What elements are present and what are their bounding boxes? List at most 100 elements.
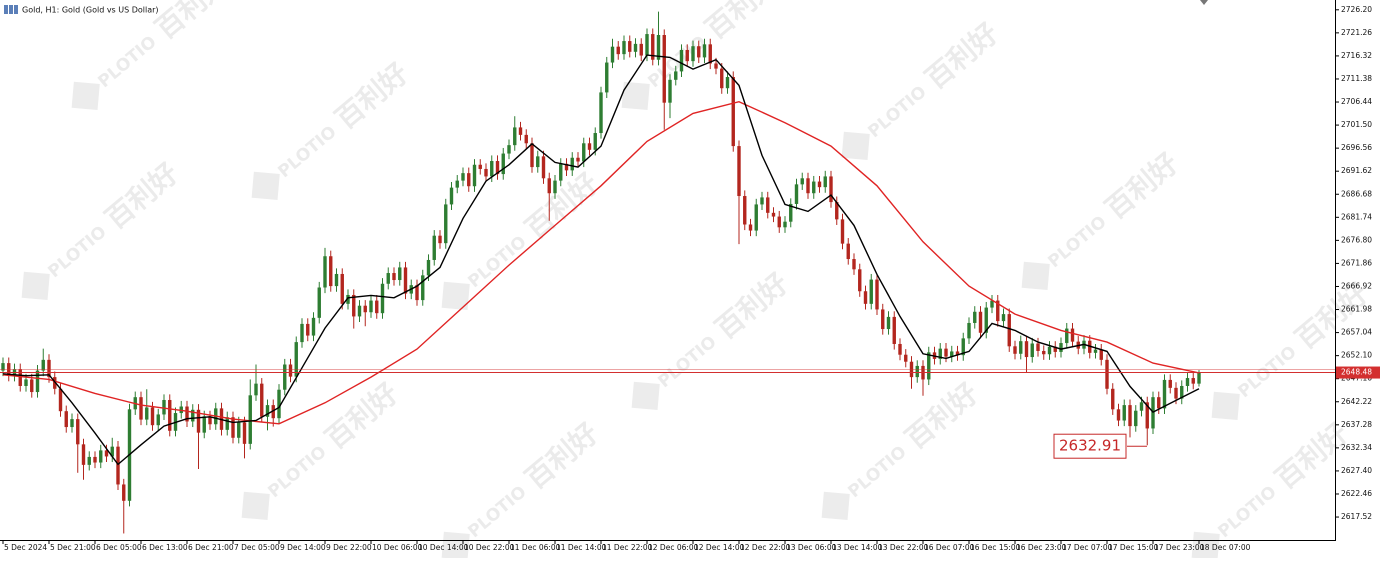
candle-body [720, 68, 724, 89]
candle-body [472, 164, 477, 187]
watermark-logo [1191, 531, 1220, 560]
y-tick-label: 2622.46 [1341, 489, 1372, 498]
candle-body [697, 46, 701, 58]
moving-average-line [2, 54, 1200, 466]
candle-body [1134, 410, 1138, 427]
candle-body [892, 316, 896, 344]
candle-body [1139, 402, 1144, 411]
candle-body [1105, 359, 1109, 389]
candle-body [76, 419, 80, 445]
candle-body [202, 416, 206, 433]
y-tick-label: 2686.68 [1341, 189, 1372, 198]
candle-body [426, 259, 431, 276]
candle-body [714, 63, 718, 69]
candle-body [1162, 379, 1167, 409]
candle-body [674, 71, 678, 80]
candle-body [869, 279, 873, 304]
x-tick-label: 6 Dec 21:00 [188, 543, 234, 552]
candle-body [81, 444, 86, 465]
candle-body [967, 322, 971, 339]
candle-body [564, 163, 569, 171]
y-tick-label: 2726.20 [1341, 5, 1372, 14]
candle-body [47, 359, 51, 378]
candle-body [294, 342, 298, 377]
candle-body [369, 300, 373, 313]
candle-body [789, 203, 793, 222]
candle-body [955, 351, 960, 356]
candle-body [610, 46, 615, 63]
candle-body [392, 273, 396, 281]
candle-body [461, 173, 465, 181]
candle-body [633, 43, 638, 52]
x-tick-label: 13 Dec 22:00 [878, 543, 929, 552]
x-tick-label: 10 Dec 06:00 [372, 543, 423, 552]
candle-body [990, 300, 994, 308]
x-tick-label: 12 Dec 22:00 [740, 543, 791, 552]
candle-body [93, 456, 97, 463]
candle-body [375, 300, 379, 314]
x-tick-label: 5 Dec 2024 [4, 543, 47, 552]
low-label-box [1053, 433, 1127, 459]
candle-body [904, 354, 908, 362]
y-tick-label: 2637.28 [1341, 420, 1372, 429]
candle-body [1116, 409, 1121, 421]
candle-body [1185, 378, 1190, 386]
x-tick-label: 11 Dec 22:00 [602, 543, 653, 552]
y-tick-label: 2691.62 [1341, 166, 1372, 175]
candle-body [1019, 341, 1023, 354]
candle-body [495, 161, 500, 175]
candle-body [702, 44, 707, 58]
candle-body [1059, 343, 1063, 352]
candle-body [978, 311, 983, 333]
candle-body [156, 414, 160, 426]
candle-body [1, 363, 5, 371]
candle-body [110, 446, 114, 457]
candle-body [484, 168, 488, 177]
candle-body [1013, 346, 1017, 354]
candle-body [271, 405, 275, 419]
candle-body [432, 235, 436, 260]
y-tick-label: 2627.40 [1341, 466, 1372, 475]
candle-body [875, 279, 879, 310]
candle-body [541, 156, 546, 179]
y-tick-label: 2666.92 [1341, 281, 1372, 290]
candle-body [398, 267, 402, 281]
candle-body [162, 399, 166, 415]
candle-body [582, 143, 586, 162]
candle-body [559, 163, 563, 181]
candle-body [265, 405, 270, 417]
candle-body [599, 92, 603, 134]
candle-body [1047, 346, 1052, 355]
candle-body [593, 133, 597, 150]
candle-body [455, 180, 459, 188]
candle-body [386, 273, 390, 284]
candle-body [104, 450, 109, 457]
candle-body [334, 273, 339, 287]
price-label: 2648.48 [1341, 368, 1372, 377]
candle-body [812, 181, 816, 194]
candle-body [421, 275, 425, 301]
candle-body [70, 419, 74, 428]
candle-body [829, 176, 833, 203]
candle-body [196, 409, 201, 433]
candle-body [58, 388, 63, 412]
candle-body [587, 143, 592, 150]
candle-body [547, 178, 551, 194]
candle-body [840, 219, 845, 244]
candle-body [99, 450, 103, 463]
candle-body [352, 294, 356, 317]
candle-body [1128, 405, 1132, 427]
candle-body [288, 364, 293, 377]
candle-body [116, 446, 120, 485]
candle-body [1099, 349, 1103, 360]
candle-body [1093, 349, 1098, 353]
candle-body [645, 34, 649, 56]
candle-body [536, 156, 540, 168]
candle-body [1191, 378, 1195, 384]
watermark-logo [621, 81, 650, 110]
candle-body [380, 283, 385, 314]
y-tick-label: 2657.04 [1341, 328, 1372, 337]
x-tick-label: 10 Dec 14:00 [418, 543, 469, 552]
y-tick-label: 2721.26 [1341, 28, 1372, 37]
x-tick-label: 16 Dec 15:00 [970, 543, 1021, 552]
